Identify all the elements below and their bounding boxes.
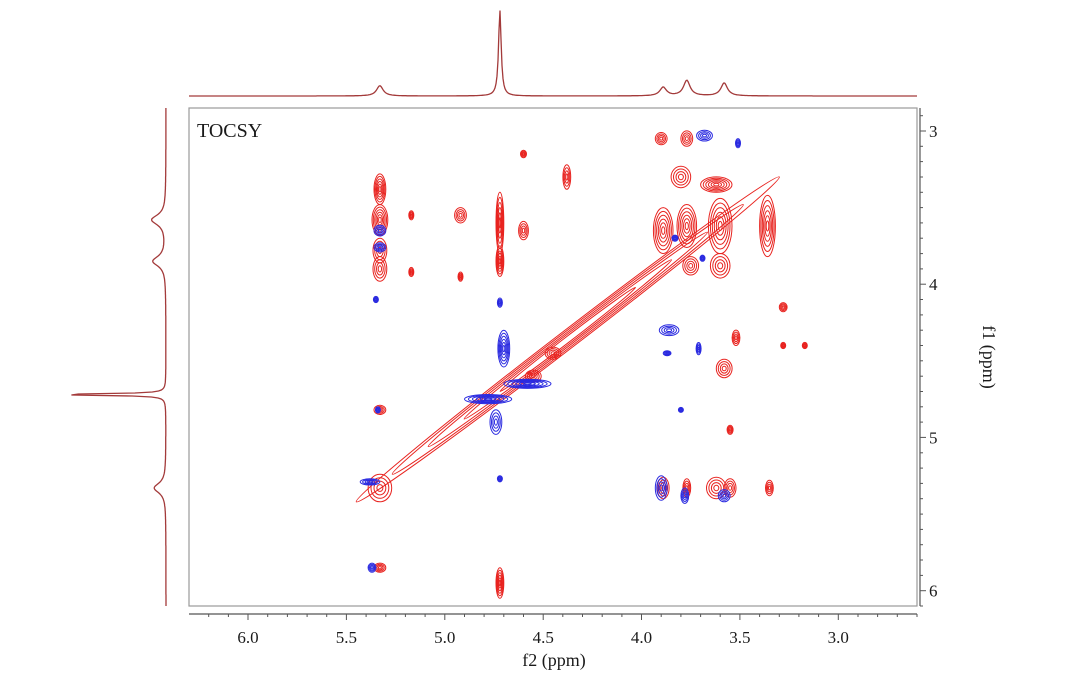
diagonal-ridge	[355, 176, 780, 503]
cross-peak-negative	[374, 406, 381, 414]
cross-peak-positive	[682, 256, 700, 276]
contour-layer	[355, 129, 808, 599]
y-tick-label: 3	[929, 122, 938, 141]
cross-peak-positive	[518, 220, 529, 241]
cross-peak-positive	[408, 266, 415, 278]
cross-peak-positive	[562, 164, 572, 190]
cross-peak-positive	[731, 329, 741, 346]
cross-peak-positive	[372, 256, 388, 282]
spectrum-label: TOCSY	[197, 120, 262, 142]
cross-peak-positive	[765, 479, 774, 497]
cross-peak-positive	[457, 271, 464, 282]
cross-peak-positive	[495, 245, 505, 278]
y-tick-label: 4	[929, 275, 938, 294]
y-axis-label: f1 (ppm)	[978, 325, 999, 388]
cross-peak-negative	[503, 378, 552, 389]
x-tick-label: 5.5	[336, 628, 357, 647]
cross-peak-positive	[408, 210, 415, 221]
cross-peak-positive	[654, 132, 668, 146]
y-axis: 3 4 5 6	[919, 108, 938, 607]
cross-peak-negative	[658, 324, 680, 337]
x-tick-label: 3.0	[828, 628, 849, 647]
cross-peak-negative	[696, 129, 713, 142]
x-axis: 6.0 5.5 5.0 4.5 4.0 3.5 3.0	[189, 613, 918, 647]
x-tick-label: 4.0	[631, 628, 652, 647]
cross-peak-positive	[680, 130, 694, 147]
cross-peak-positive	[676, 204, 698, 248]
cross-peak-positive	[495, 567, 505, 599]
cross-peak-positive	[759, 194, 776, 258]
cross-peak-positive	[715, 358, 733, 379]
plot-frame	[188, 107, 918, 607]
f2-projection-trace	[189, 10, 917, 97]
cross-peak-positive	[454, 207, 467, 224]
x-tick-label: 6.0	[237, 628, 258, 647]
cross-peak-negative	[677, 406, 684, 413]
cross-peak-positive	[373, 173, 387, 205]
cross-peak-negative	[373, 224, 387, 237]
cross-peak-positive	[371, 204, 389, 236]
cross-peak-negative	[662, 350, 672, 357]
cross-peak-negative	[671, 234, 679, 242]
y-tick-label: 6	[929, 582, 938, 601]
cross-peak-positive	[520, 149, 527, 159]
cross-peak-negative	[372, 295, 379, 304]
cross-peak-negative	[735, 138, 741, 149]
cross-peak-negative	[680, 487, 690, 504]
cross-peak-negative	[497, 329, 511, 368]
cross-peak-negative	[367, 562, 377, 573]
cross-peak-negative	[489, 409, 503, 435]
cross-peak-negative	[373, 242, 387, 253]
cross-peak-positive	[780, 341, 787, 350]
cross-peak-negative	[717, 489, 731, 503]
f2-projection	[189, 10, 917, 97]
x-axis-label: f2 (ppm)	[522, 650, 585, 671]
f1-projection-trace	[71, 108, 167, 606]
cross-peak-negative	[496, 475, 503, 483]
cross-peak-positive	[652, 207, 674, 255]
cross-peak-positive	[544, 346, 562, 360]
cross-peak-negative	[695, 342, 702, 356]
x-tick-label: 5.0	[434, 628, 455, 647]
cross-peak-positive	[778, 302, 788, 313]
cross-peak-positive	[709, 252, 731, 279]
cross-peak-negative	[464, 394, 513, 405]
cross-peak-positive	[801, 341, 808, 350]
y-tick-label: 5	[929, 428, 938, 447]
cross-peak-negative	[359, 478, 381, 486]
x-tick-label: 3.5	[729, 628, 750, 647]
cross-peak-negative	[496, 297, 503, 308]
cross-peak-positive	[707, 197, 733, 255]
f1-projection	[71, 108, 167, 606]
x-tick-label: 4.5	[533, 628, 554, 647]
cross-peak-positive	[726, 424, 734, 435]
cross-peak-negative	[654, 475, 668, 501]
cross-peak-positive	[670, 165, 692, 189]
cross-peak-negative	[699, 254, 706, 262]
cross-peak-positive	[700, 176, 733, 193]
